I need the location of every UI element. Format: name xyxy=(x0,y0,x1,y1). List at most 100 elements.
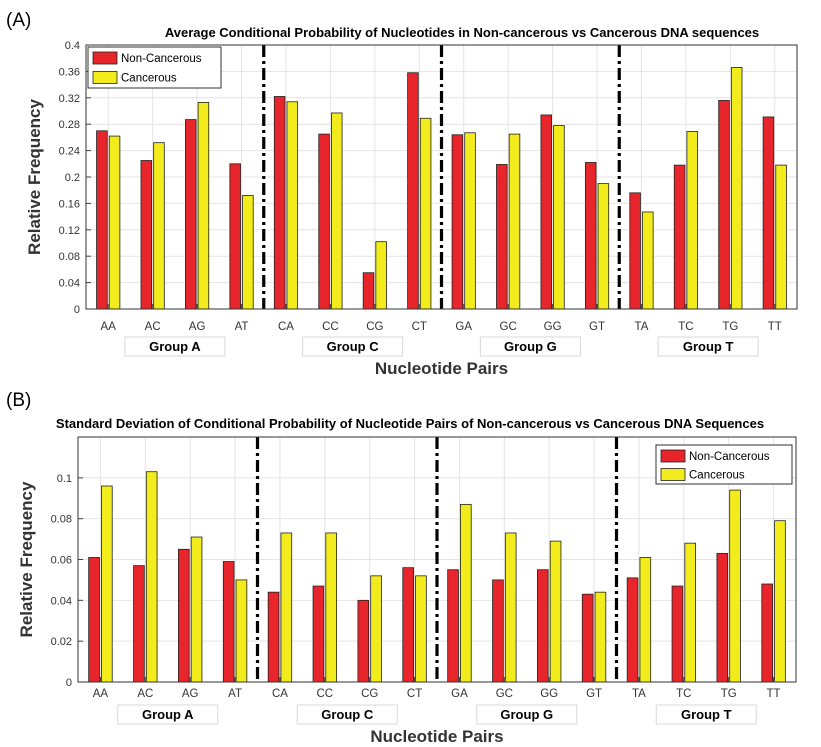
y-tick-label: 0.08 xyxy=(51,514,72,526)
x-axis-label: Nucleotide Pairs xyxy=(370,727,503,746)
bar-cancerous-cg xyxy=(370,575,382,683)
bar-cancerous-cc xyxy=(325,532,337,683)
y-tick-label: 0.36 xyxy=(59,66,80,78)
bar-non-cancerous-tc xyxy=(673,164,686,310)
bar-cancerous-gc xyxy=(508,133,521,310)
x-tick-label: CA xyxy=(278,321,294,333)
bar-non-cancerous-aa xyxy=(96,130,108,310)
x-tick-label: TT xyxy=(767,688,781,700)
bar-non-cancerous-cc xyxy=(318,133,330,310)
y-tick-label: 0.12 xyxy=(59,225,80,237)
y-tick-label: 0.24 xyxy=(59,146,80,158)
y-tick-label: 0.02 xyxy=(51,636,72,648)
x-tick-label: GT xyxy=(589,321,605,333)
axes-frame xyxy=(85,44,798,310)
bar-cancerous-ac xyxy=(153,142,165,310)
bar-cancerous-ta xyxy=(639,557,652,683)
y-tick-label: 0 xyxy=(74,304,80,316)
bar-non-cancerous-tt xyxy=(761,583,773,683)
x-tick-label: TC xyxy=(678,321,693,333)
bar-non-cancerous-ac xyxy=(140,160,153,310)
y-tick-label: 0.06 xyxy=(51,555,72,567)
y-tick-label: 0.04 xyxy=(51,595,72,607)
y-tick-label: 0.08 xyxy=(59,251,80,263)
bar-non-cancerous-gt xyxy=(581,593,594,683)
x-tick-label: TA xyxy=(632,688,646,700)
group-label-box xyxy=(479,336,581,357)
group-label-box xyxy=(117,704,219,725)
bar-cancerous-aa xyxy=(101,485,113,683)
axes-frame xyxy=(77,436,797,683)
bar-cancerous-ga xyxy=(460,503,472,683)
x-tick-label: CT xyxy=(407,688,422,700)
panel-label: (B) xyxy=(6,390,31,411)
bar-non-cancerous-cg xyxy=(357,599,370,683)
bar-cancerous-aa xyxy=(108,135,121,310)
group-label: Group T xyxy=(683,339,734,354)
bar-non-cancerous-ga xyxy=(447,569,459,683)
x-tick-label: AC xyxy=(145,321,161,333)
bar-non-cancerous-cc xyxy=(312,585,325,683)
y-tick-label: 0.28 xyxy=(59,119,80,131)
y-tick-label: 0.1 xyxy=(57,473,72,485)
legend-swatch-non-cancerous xyxy=(660,449,686,463)
bar-non-cancerous-tg xyxy=(716,552,729,683)
bar-non-cancerous-ga xyxy=(451,134,464,310)
y-tick-label: 0.04 xyxy=(59,278,80,290)
y-axis-label: Relative Frequency xyxy=(17,481,36,637)
x-tick-label: AT xyxy=(235,321,249,333)
y-tick-label: 0.16 xyxy=(59,198,80,210)
bar-cancerous-gg xyxy=(553,125,565,310)
bar-non-cancerous-gc xyxy=(492,579,504,683)
bar-cancerous-ca xyxy=(286,101,299,310)
x-tick-label: CC xyxy=(317,688,334,700)
group-label: Group A xyxy=(142,707,194,722)
x-tick-label: TA xyxy=(635,321,649,333)
legend-box xyxy=(655,444,793,485)
x-tick-label: AA xyxy=(101,321,117,333)
bar-cancerous-tg xyxy=(730,67,743,310)
bar-cancerous-ga xyxy=(464,132,476,310)
chart-panel-a: (A) Average Conditional Probability of Nu… xyxy=(6,10,798,378)
bar-cancerous-tc xyxy=(684,542,696,683)
x-tick-label: TG xyxy=(722,321,738,333)
x-tick-label: GA xyxy=(451,688,468,700)
group-label: Group G xyxy=(504,339,557,354)
group-label: Group T xyxy=(681,707,732,722)
x-tick-label: AG xyxy=(182,688,199,700)
legend: Non-Cancerous Cancerous xyxy=(87,46,222,89)
x-tick-label: CT xyxy=(412,321,427,333)
bar-non-cancerous-ca xyxy=(273,96,286,310)
bar-cancerous-ac xyxy=(145,471,158,683)
x-tick-label: AA xyxy=(93,688,109,700)
bar-non-cancerous-at xyxy=(222,561,235,683)
bar-cancerous-ct xyxy=(419,117,432,310)
legend-label: Non-Cancerous xyxy=(121,53,202,65)
x-tick-label: AT xyxy=(228,688,242,700)
bar-non-cancerous-at xyxy=(229,163,241,310)
group-label: Group C xyxy=(327,339,380,354)
group-label-box xyxy=(124,336,226,357)
legend-swatch-cancerous xyxy=(660,468,686,481)
y-axis-label: Relative Frequency xyxy=(25,99,44,255)
bar-non-cancerous-aa xyxy=(88,557,100,683)
x-tick-label: CG xyxy=(361,688,378,700)
x-tick-label: CC xyxy=(322,321,339,333)
bar-non-cancerous-ca xyxy=(267,591,280,683)
group-label-box xyxy=(655,704,757,725)
group-label-box xyxy=(296,704,398,725)
bar-non-cancerous-tg xyxy=(718,100,730,310)
bar-non-cancerous-gt xyxy=(584,162,597,310)
bar-cancerous-tg xyxy=(729,489,741,683)
bar-cancerous-tc xyxy=(686,131,698,310)
bar-non-cancerous-cg xyxy=(362,272,375,310)
x-axis-label: Nucleotide Pairs xyxy=(375,359,508,378)
chart-title: Average Conditional Probability of Nucle… xyxy=(165,25,759,40)
bar-non-cancerous-gc xyxy=(496,164,508,310)
bar-non-cancerous-ag xyxy=(185,119,197,310)
bar-non-cancerous-gg xyxy=(540,114,552,310)
chart-title: Standard Deviation of Conditional Probab… xyxy=(56,416,764,431)
x-tick-label: GA xyxy=(455,321,472,333)
bar-cancerous-ag xyxy=(190,536,203,683)
